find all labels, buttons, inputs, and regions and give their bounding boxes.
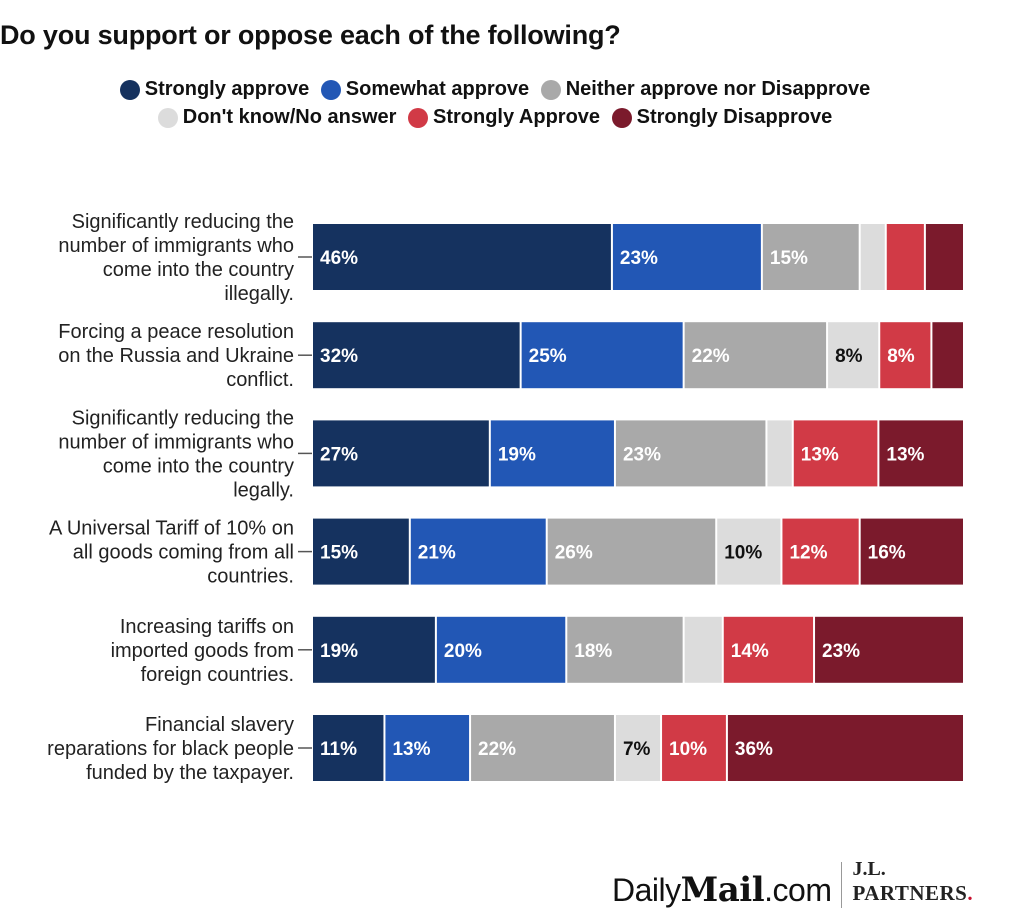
data-label: 20% bbox=[444, 641, 482, 662]
bar-segment bbox=[313, 420, 489, 487]
legend-row-2: Don't know/No answer Strongly Approve St… bbox=[0, 106, 990, 134]
data-label: 16% bbox=[868, 543, 906, 564]
legend-row-1: Strongly approve Somewhat approve Neithe… bbox=[0, 78, 990, 106]
data-label: 18% bbox=[574, 641, 612, 662]
data-label: 26% bbox=[555, 543, 593, 564]
bar-segment bbox=[662, 715, 726, 781]
data-label: 27% bbox=[320, 444, 358, 465]
data-label: 23% bbox=[623, 444, 661, 465]
legend-item-dont-know[interactable]: Don't know/No answer bbox=[157, 106, 397, 129]
data-label: 10% bbox=[669, 739, 707, 760]
data-label: 36% bbox=[735, 739, 773, 760]
legend-item-neither[interactable]: Neither approve nor Disapprove bbox=[540, 78, 871, 101]
jl-partners-logo: J.L. PARTNERS. bbox=[852, 858, 974, 905]
data-label: 8% bbox=[887, 346, 915, 367]
legend-swatch bbox=[119, 79, 140, 100]
data-label: 32% bbox=[320, 346, 358, 367]
data-label: 19% bbox=[498, 444, 536, 465]
bar-segment bbox=[385, 715, 470, 781]
bar-segment bbox=[815, 616, 963, 683]
bar-segment bbox=[793, 420, 878, 487]
legend-item-somewhat-approve[interactable]: Somewhat approve bbox=[320, 78, 530, 101]
legend-label: Neither approve nor Disapprove bbox=[565, 78, 871, 100]
bar-segment bbox=[727, 715, 963, 781]
data-label: 7% bbox=[623, 739, 651, 760]
bar-segment bbox=[436, 616, 566, 683]
data-label: 14% bbox=[731, 641, 769, 662]
legend-label: Strongly Approve bbox=[433, 106, 601, 128]
dailymail-logo: DailyMail.com bbox=[612, 870, 832, 910]
data-label: 13% bbox=[392, 739, 430, 760]
bar-segment bbox=[313, 616, 435, 683]
bar-segment bbox=[925, 224, 963, 290]
bar-segment bbox=[782, 518, 859, 585]
data-label: 15% bbox=[770, 248, 808, 269]
data-label: 25% bbox=[529, 346, 567, 367]
bar-segment bbox=[313, 518, 409, 585]
data-label: 12% bbox=[789, 543, 827, 564]
legend-swatch bbox=[408, 107, 428, 128]
legend-item-strongly-disapprove[interactable]: Strongly Disapprove bbox=[611, 106, 833, 129]
legend-swatch bbox=[611, 107, 632, 128]
bar-segment bbox=[932, 322, 963, 389]
chart-title: Do you support or oppose each of the fol… bbox=[0, 20, 621, 50]
legend-label: Strongly Disapprove bbox=[636, 106, 833, 128]
data-label: 13% bbox=[801, 444, 839, 465]
bar-segment bbox=[490, 420, 614, 487]
bar-segment bbox=[521, 322, 683, 389]
bar-segment bbox=[717, 518, 781, 585]
bar-segment bbox=[547, 518, 716, 585]
bar-segment bbox=[612, 224, 761, 290]
data-label: 46% bbox=[320, 248, 358, 269]
category-label: Increasing tariffs on imported goods from… bbox=[111, 616, 294, 686]
data-label: 22% bbox=[478, 739, 516, 760]
legend-swatch bbox=[540, 79, 561, 100]
data-label: 22% bbox=[692, 346, 730, 367]
legend-item-strongly-approve[interactable]: Strongly approve bbox=[119, 78, 310, 101]
category-label: Significantly reducing the number of immi… bbox=[58, 407, 294, 501]
bar-segment bbox=[684, 616, 722, 683]
data-label: 23% bbox=[822, 641, 860, 662]
legend-item-strongly-approve-red[interactable]: Strongly Approve bbox=[408, 106, 600, 129]
category-label: A Universal Tariff of 10% on all goods co… bbox=[49, 518, 294, 588]
category-label: Forcing a peace resolution on the Russia … bbox=[58, 321, 294, 391]
bar-segment bbox=[762, 224, 859, 290]
bar-segment bbox=[723, 616, 814, 683]
legend-swatch bbox=[157, 107, 178, 128]
stacked-bar-chart: Significantly reducing the number of immi… bbox=[47, 211, 963, 784]
legend-label: Somewhat approve bbox=[345, 78, 530, 100]
data-label: 11% bbox=[320, 739, 357, 760]
bar-segment bbox=[313, 224, 611, 290]
bar-segment bbox=[860, 518, 963, 585]
legend-swatch bbox=[320, 79, 341, 100]
bar-segment bbox=[880, 322, 931, 389]
bar-segment bbox=[828, 322, 879, 389]
bar-segment bbox=[615, 715, 661, 781]
bar-segment bbox=[567, 616, 683, 683]
bar-segment bbox=[313, 322, 520, 389]
bar-segment bbox=[879, 420, 963, 487]
data-label: 23% bbox=[620, 248, 658, 269]
category-label: Significantly reducing the number of immi… bbox=[58, 211, 294, 305]
bar-segment bbox=[860, 224, 885, 290]
logo-divider bbox=[841, 862, 843, 908]
data-label: 13% bbox=[886, 444, 924, 465]
data-label: 19% bbox=[320, 641, 358, 662]
data-label: 15% bbox=[320, 543, 358, 564]
footer-logos: DailyMail.com J.L. PARTNERS. bbox=[612, 858, 973, 910]
legend-label: Strongly approve bbox=[144, 78, 310, 100]
data-label: 10% bbox=[724, 543, 762, 564]
bar-segment bbox=[615, 420, 766, 487]
bar-segment bbox=[313, 715, 384, 781]
legend-label: Don't know/No answer bbox=[182, 106, 397, 128]
bar-segment bbox=[410, 518, 546, 585]
bar-segment bbox=[471, 715, 614, 781]
data-label: 21% bbox=[418, 543, 456, 564]
bar-segment bbox=[684, 322, 827, 389]
category-label: Financial slavery reparations for black p… bbox=[47, 714, 294, 784]
bar-segment bbox=[886, 224, 924, 290]
data-label: 8% bbox=[835, 346, 863, 367]
bar-segment bbox=[767, 420, 792, 487]
